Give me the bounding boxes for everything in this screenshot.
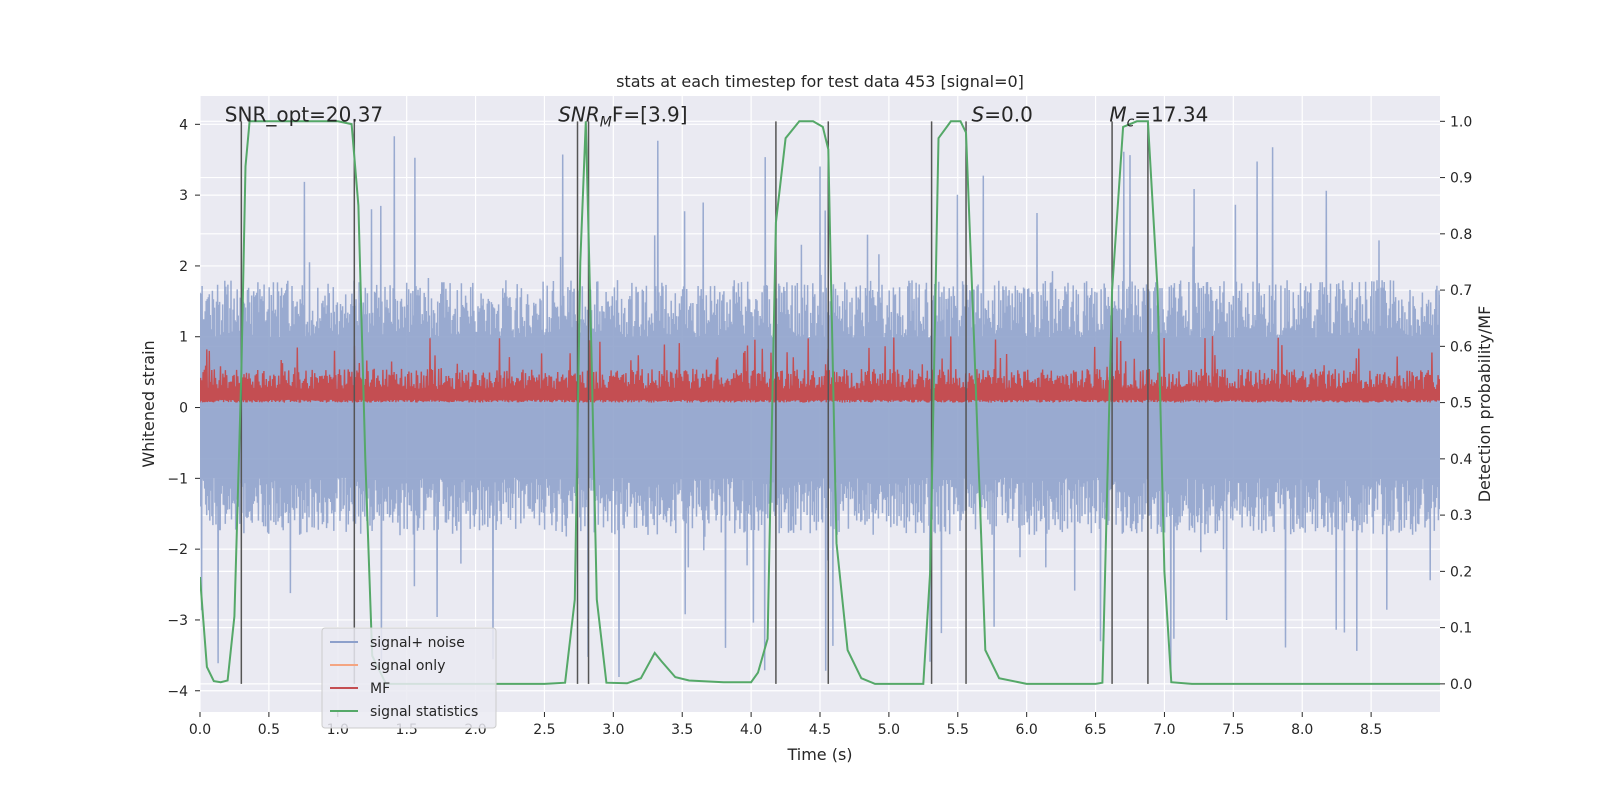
signal-noise-line — [200, 136, 1440, 678]
vertical-lines — [240, 121, 1149, 684]
annotation-main: M — [1109, 102, 1126, 126]
annotation-text: S=0.0 — [972, 102, 1033, 126]
y-right-tick-label: 0.0 — [1450, 677, 1472, 693]
chart-title: stats at each timestep for test data 453… — [616, 72, 1024, 91]
y-right-tick-label: 0.2 — [1450, 564, 1472, 580]
x-tick-label: 0.0 — [189, 722, 211, 738]
y-left-tick-label: 1 — [179, 330, 188, 346]
legend-label: signal statistics — [370, 704, 478, 720]
x-tick-label: 4.5 — [809, 722, 831, 738]
annotation-sub: M — [600, 114, 612, 130]
legend-box — [321, 627, 497, 729]
y-left-tick-label: 3 — [179, 188, 188, 204]
y-right-tick-label: 0.4 — [1450, 452, 1472, 468]
signal-statistics-series — [200, 120, 1440, 685]
annotation-tail: =0.0 — [984, 102, 1033, 126]
legend-label: signal+ noise — [370, 635, 465, 651]
y-left-tick-label: −1 — [167, 471, 188, 487]
y-left-tick-label: −2 — [167, 542, 188, 558]
legend-label: MF — [370, 681, 390, 697]
y-right-tick-label: 1.0 — [1450, 114, 1472, 130]
signal-noise-series — [200, 136, 1440, 678]
y-right-tick-label: 0.3 — [1450, 508, 1472, 524]
y-right-tick-label: 0.1 — [1450, 621, 1472, 637]
annotation-text: SNR_opt=20.37 — [225, 102, 383, 126]
y-right-axis-ticks: 1.0 0.9 0.8 0.7 0.6 0.5 0.4 0.3 0.2 0.1 0.0 — [1440, 114, 1472, 693]
x-tick-label: 6.0 — [1016, 722, 1038, 738]
y-right-tick-label: 0.6 — [1450, 339, 1472, 355]
x-tick-label: 5.0 — [878, 722, 900, 738]
y-left-tick-label: 2 — [179, 259, 188, 275]
mf-series — [200, 336, 1440, 403]
x-tick-label: 8.5 — [1360, 722, 1382, 738]
signal-statistics-line — [200, 120, 1440, 685]
annotation-sub: c — [1127, 114, 1135, 130]
y-left-axis-ticks: 4 3 2 1 0 −1 −2 −3 −4 — [167, 117, 200, 700]
x-tick-label: 0.5 — [258, 722, 280, 738]
y-right-tick-label: 0.9 — [1450, 171, 1472, 187]
legend-label: signal only — [370, 658, 445, 674]
x-tick-label: 7.5 — [1222, 722, 1244, 738]
x-tick-label: 3.5 — [671, 722, 693, 738]
y-left-tick-label: −4 — [167, 684, 188, 700]
x-tick-label: 3.0 — [602, 722, 624, 738]
y-left-tick-label: 0 — [179, 401, 188, 417]
y-left-tick-label: 4 — [179, 117, 188, 133]
annotation-tail: =17.34 — [1134, 102, 1208, 126]
annotation-text: Mc=17.34 — [1109, 102, 1208, 130]
annotation-main: S — [972, 102, 985, 126]
x-tick-label: 2.5 — [533, 722, 555, 738]
annotation-tail: F=[3.9] — [612, 102, 688, 126]
y-left-axis-label: Whitened strain — [139, 340, 158, 467]
x-tick-label: 8.0 — [1291, 722, 1313, 738]
y-right-tick-label: 0.8 — [1450, 227, 1472, 243]
y-left-tick-label: −3 — [167, 613, 188, 629]
x-tick-label: 5.5 — [947, 722, 969, 738]
y-right-tick-label: 0.5 — [1450, 396, 1472, 412]
annotations: SNR_opt=20.37 SNRMF=[3.9] S=0.0 Mc=17.34 — [225, 102, 1209, 130]
x-tick-label: 4.0 — [740, 722, 762, 738]
x-tick-label: 7.0 — [1153, 722, 1175, 738]
y-right-tick-label: 0.7 — [1450, 283, 1472, 299]
annotation-main: SNR — [558, 102, 600, 126]
x-tick-label: 6.5 — [1084, 722, 1106, 738]
mf-line — [200, 336, 1440, 403]
legend: signal+ noise signal only MF signal statist… — [321, 627, 497, 729]
x-axis-label: Time (s) — [786, 745, 852, 764]
annotation-text: SNRMF=[3.9] — [558, 102, 687, 130]
y-right-axis-label: Detection probability/MF — [1475, 306, 1494, 503]
